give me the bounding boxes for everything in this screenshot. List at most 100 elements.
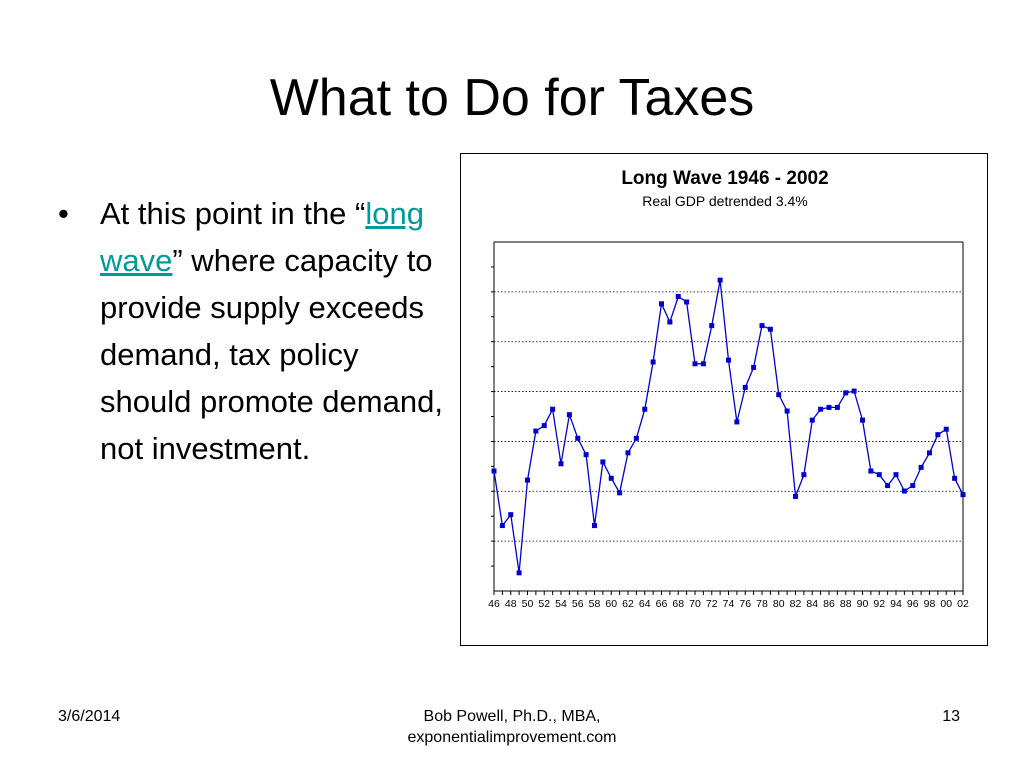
data-point xyxy=(826,404,832,410)
data-point xyxy=(717,277,723,283)
data-point xyxy=(843,390,849,396)
x-tick-label: 94 xyxy=(890,598,902,610)
x-tick-label: 64 xyxy=(639,598,651,610)
x-tick-label: 68 xyxy=(672,598,684,610)
x-tick-label: 60 xyxy=(605,598,617,610)
data-point xyxy=(533,428,539,434)
data-point xyxy=(592,523,597,529)
data-point xyxy=(633,435,639,441)
data-point xyxy=(700,361,706,367)
data-point xyxy=(793,493,798,499)
footer-author-line2: exponentialimprovement.com xyxy=(407,729,617,746)
x-tick-label: 92 xyxy=(873,598,885,610)
data-point xyxy=(525,477,530,483)
data-point xyxy=(617,490,623,496)
bullet-text-before-link: At this point in the “ xyxy=(100,196,366,231)
x-tick-label: 72 xyxy=(706,598,718,610)
x-tick-label: 50 xyxy=(522,598,534,610)
data-point xyxy=(692,361,698,367)
data-point xyxy=(709,323,715,329)
data-point xyxy=(876,472,882,478)
x-tick-label: 66 xyxy=(656,598,668,610)
x-tick-label: 78 xyxy=(756,598,768,610)
data-point xyxy=(960,492,966,498)
x-tick-label: 48 xyxy=(505,598,517,610)
footer-author: Bob Powell, Ph.D., MBA, exponentialimpro… xyxy=(312,706,712,748)
x-tick-label: 90 xyxy=(857,598,869,610)
x-tick-label: 80 xyxy=(773,598,785,610)
data-point xyxy=(675,294,681,300)
data-point xyxy=(809,417,815,423)
long-wave-link[interactable]: long wave xyxy=(100,196,424,278)
data-point xyxy=(516,570,522,576)
data-point xyxy=(608,475,614,481)
data-point xyxy=(751,364,757,370)
data-point xyxy=(566,412,572,418)
data-point xyxy=(901,488,907,494)
data-point xyxy=(759,323,765,329)
data-point xyxy=(860,417,865,423)
x-tick-label: 70 xyxy=(689,598,701,610)
long-wave-chart: Long Wave 1946 - 2002 Real GDP detrended… xyxy=(460,153,988,646)
data-point xyxy=(499,523,505,529)
data-point xyxy=(650,359,656,365)
data-point xyxy=(583,452,589,458)
footer-date: 3/6/2014 xyxy=(58,708,121,725)
x-tick-label: 74 xyxy=(723,598,735,610)
data-point xyxy=(600,459,606,465)
chart-subtitle: Real GDP detrended 3.4% xyxy=(642,193,808,209)
x-tick-label: 82 xyxy=(790,598,802,610)
x-tick-label: 54 xyxy=(555,598,567,610)
data-point xyxy=(541,423,547,429)
data-point xyxy=(734,419,740,425)
footer-author-line1: Bob Powell, Ph.D., MBA, xyxy=(423,708,601,725)
x-tick-label: 88 xyxy=(840,598,852,610)
x-tick-label: 52 xyxy=(538,598,550,610)
x-tick-label: 96 xyxy=(907,598,919,610)
data-point xyxy=(918,464,924,470)
x-tick-label: 00 xyxy=(940,598,952,610)
x-tick-label: 02 xyxy=(957,598,969,610)
grid-lines xyxy=(494,291,963,542)
x-tick-label: 46 xyxy=(488,598,500,610)
chart-title: Long Wave 1946 - 2002 xyxy=(621,168,828,189)
data-point xyxy=(726,357,731,363)
x-tick-label: 58 xyxy=(589,598,601,610)
bullet-text-after-link: ” where capacity to provide supply excee… xyxy=(100,243,443,466)
data-point xyxy=(885,483,891,489)
data-point xyxy=(625,450,631,456)
bullet-text: At this point in the “long wave” where c… xyxy=(100,190,450,472)
data-point xyxy=(910,483,916,489)
data-point xyxy=(784,408,790,414)
data-point xyxy=(927,450,932,456)
data-point xyxy=(943,426,949,432)
data-point xyxy=(868,468,874,474)
data-point xyxy=(550,406,556,412)
data-point xyxy=(575,435,581,441)
data-point xyxy=(508,512,514,518)
data-point xyxy=(834,404,840,410)
data-point xyxy=(801,472,807,478)
data-point xyxy=(684,299,690,305)
x-tick-label: 98 xyxy=(924,598,936,610)
footer-page-number: 13 xyxy=(942,708,960,725)
data-point xyxy=(851,388,857,394)
data-point xyxy=(767,326,773,332)
data-point xyxy=(893,472,899,478)
slide-title: What to Do for Taxes xyxy=(269,69,755,127)
data-point xyxy=(667,319,673,325)
x-tick-label: 84 xyxy=(806,598,818,610)
x-tick-label: 76 xyxy=(739,598,751,610)
data-point xyxy=(952,475,958,481)
data-point xyxy=(935,432,941,438)
series-line-group xyxy=(491,277,966,576)
chart-axes xyxy=(491,241,964,595)
x-tick-label: 86 xyxy=(823,598,835,610)
chart-svg: Long Wave 1946 - 2002 Real GDP detrended… xyxy=(488,168,969,610)
data-point xyxy=(742,384,748,390)
x-tick-labels: 46 48 50 52 54 56 58 60 62 64 66 68 70 72 74 76 78 80 82 84… xyxy=(488,598,969,610)
data-point xyxy=(491,468,497,474)
data-point xyxy=(659,301,664,307)
data-point xyxy=(642,406,648,412)
data-point xyxy=(818,406,824,412)
